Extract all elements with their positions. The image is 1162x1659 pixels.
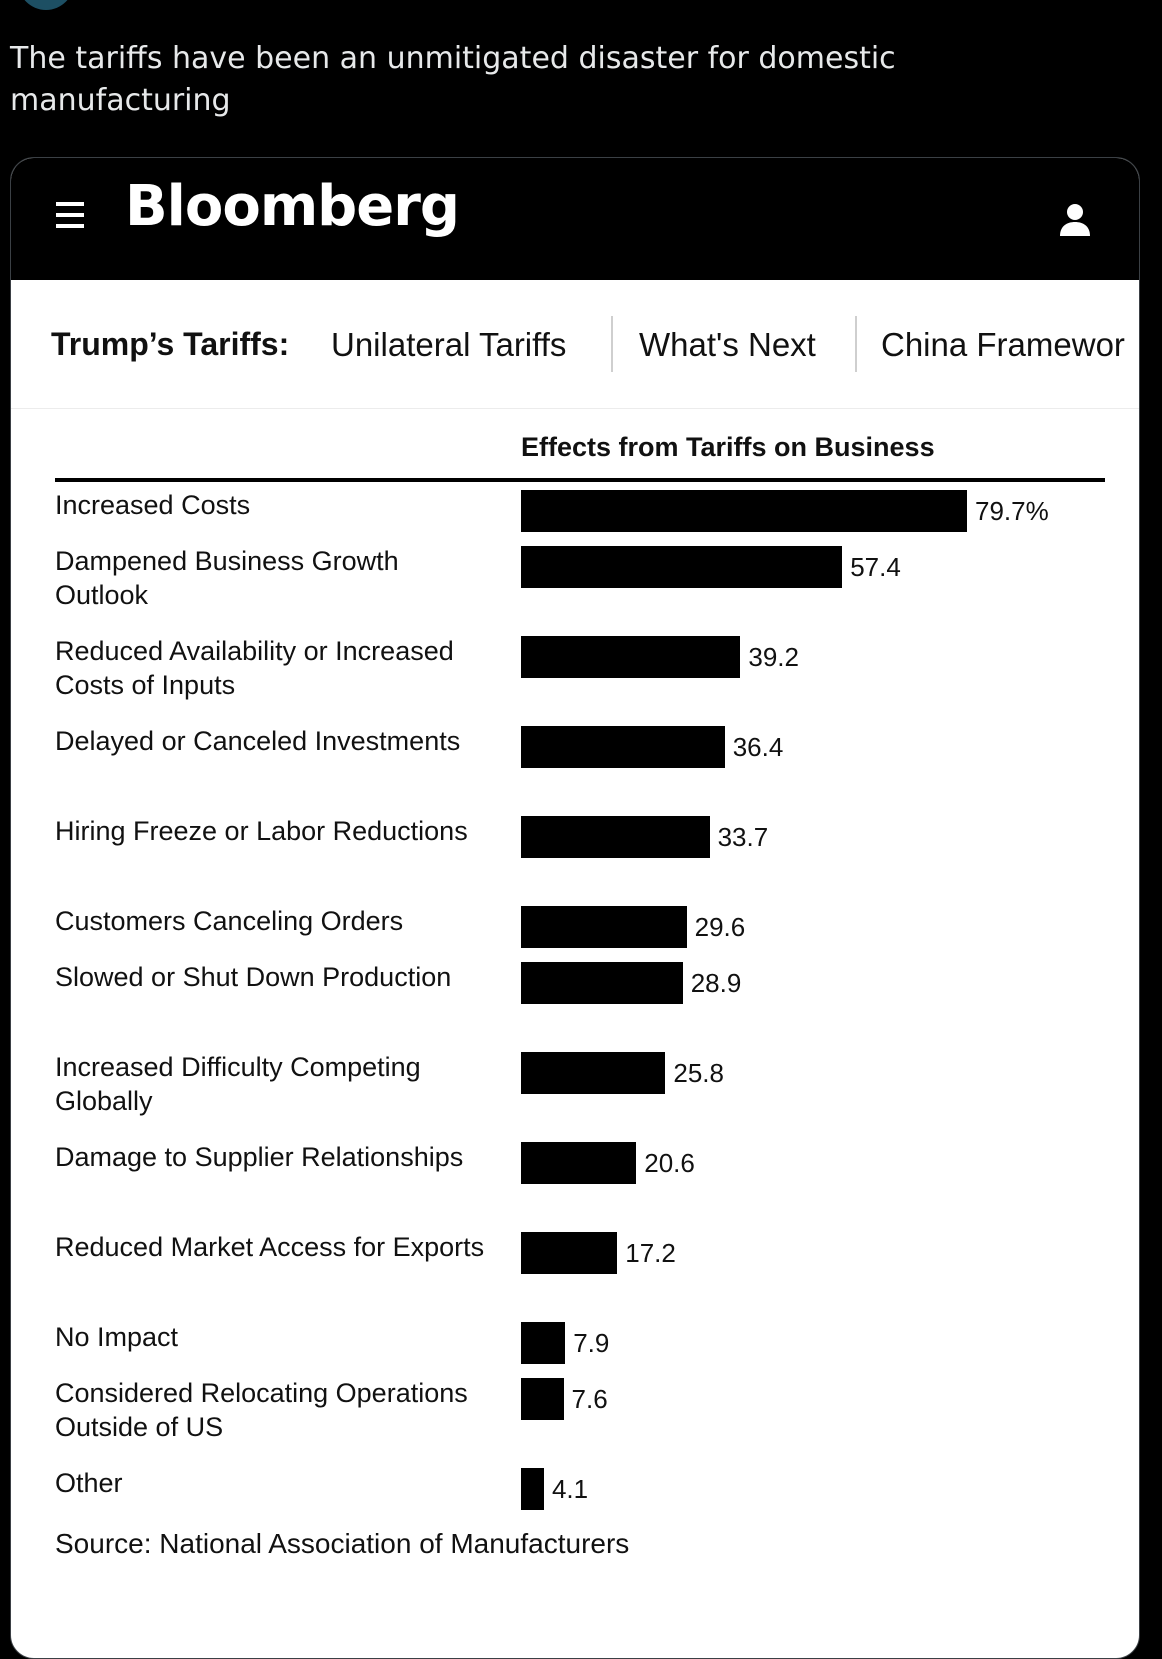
tariff-effects-bar-chart: Effects from Tariffs on Business Source:…: [11, 408, 1139, 1658]
bar: [521, 1378, 564, 1420]
author-avatar[interactable]: [18, 0, 74, 10]
subnav-divider: [855, 316, 857, 372]
bar: [521, 546, 843, 588]
category-label: Other: [55, 1468, 123, 1498]
subnav-link-unilateral-tariffs[interactable]: Unilateral Tariffs: [331, 326, 567, 363]
category-label: No Impact: [55, 1322, 179, 1352]
user-icon[interactable]: [1057, 202, 1093, 238]
bar-value-label: 29.6: [694, 912, 746, 942]
bar: [521, 1052, 666, 1094]
category-label: Reduced Availability or Increased Costs …: [55, 636, 454, 700]
bar-value-label: 79.7%: [975, 496, 1049, 526]
subnav-link-whats-next[interactable]: What's Next: [639, 326, 816, 363]
subnav-title: Trump’s Tariffs:: [51, 326, 290, 362]
category-label: Considered Relocating Operations Outside…: [55, 1378, 468, 1442]
category-label: Increased Costs: [55, 490, 251, 520]
category-label: Customers Canceling Orders: [55, 906, 404, 936]
chart-top-rule: [55, 478, 1105, 482]
category-label: Hiring Freeze or Labor Reductions: [55, 816, 468, 846]
bar: [521, 1232, 618, 1274]
category-label: Dampened Business Growth Outlook: [55, 546, 399, 610]
bar-value-label: 57.4: [850, 552, 901, 582]
bar-value-label: 7.6: [571, 1384, 608, 1414]
bar: [521, 490, 967, 532]
category-label: Increased Difficulty Competing Globally: [55, 1052, 421, 1116]
bar: [521, 636, 741, 678]
bar: [521, 1322, 566, 1364]
link-preview-card[interactable]: Bloomberg Trump’s Tariffs: Unilateral Ta…: [10, 157, 1140, 1659]
category-label: Slowed or Shut Down Production: [55, 962, 452, 992]
bar-value-label: 36.4: [732, 732, 784, 762]
category-label: Damage to Supplier Relationships: [55, 1142, 464, 1172]
bar: [521, 726, 725, 768]
bar: [521, 1468, 544, 1510]
bar-value-label: 25.8: [673, 1058, 724, 1088]
category-label: Delayed or Canceled Investments: [55, 726, 461, 756]
bar-value-label: 4.1: [551, 1474, 589, 1504]
bar: [521, 962, 683, 1004]
chart-source: Source: National Association of Manufact…: [55, 1528, 630, 1559]
tariffs-subnav: Trump’s Tariffs: Unilateral Tariffs What…: [11, 280, 1139, 409]
bar-value-label: 33.7: [717, 822, 769, 852]
bar-value-label: 20.6: [644, 1148, 695, 1178]
bar-value-label: 7.9: [573, 1328, 610, 1358]
bloomberg-logo[interactable]: Bloomberg: [125, 174, 460, 239]
bar-value-label: 17.2: [625, 1238, 676, 1268]
bar-value-label: 28.9: [690, 968, 742, 998]
bar: [521, 906, 687, 948]
chart-title: Effects from Tariffs on Business: [521, 432, 935, 462]
bloomberg-masthead: Bloomberg: [11, 158, 1139, 280]
tweet-text: The tariffs have been an unmitigated dis…: [10, 41, 896, 118]
subnav-link-china-framework[interactable]: China Framewor: [881, 326, 1125, 363]
bar: [521, 1142, 637, 1184]
bar-value-label: 39.2: [748, 642, 799, 672]
subnav-divider: [611, 316, 613, 372]
hamburger-menu-icon[interactable]: [56, 202, 84, 228]
bar: [521, 816, 710, 858]
category-label: Reduced Market Access for Exports: [55, 1232, 485, 1262]
